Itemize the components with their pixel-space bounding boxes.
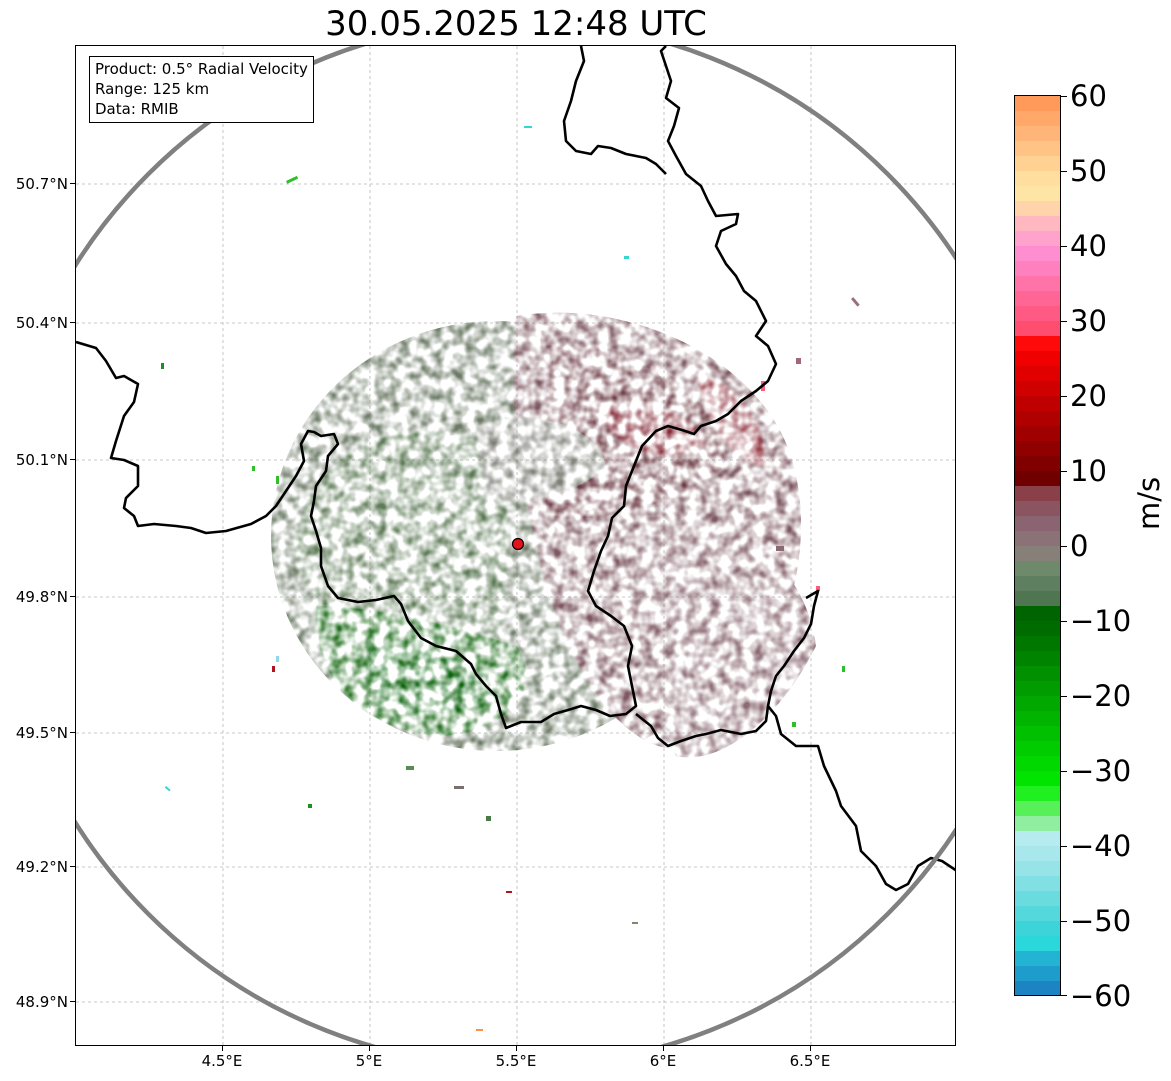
info-range: Range: 125 km <box>95 80 210 98</box>
x-tick-label: 5°E <box>355 1052 383 1070</box>
info-product: Product: 0.5° Radial Velocity <box>95 60 308 78</box>
y-tick-label: 50.1°N <box>15 451 68 469</box>
colorbar-tick-label: 20 <box>1070 379 1107 413</box>
radar-map: Product: 0.5° Radial Velocity Range: 125… <box>75 45 956 1046</box>
colorbar-tickmark <box>1061 96 1067 97</box>
colorbar-tickmark <box>1061 621 1067 622</box>
y-tickmark <box>70 459 75 460</box>
x-tick-label: 6°E <box>649 1052 677 1070</box>
colorbar-tick-label: 0 <box>1070 529 1089 563</box>
y-tickmark <box>70 183 75 184</box>
y-tickmark <box>70 322 75 323</box>
x-tick-label: 4.5°E <box>201 1052 243 1070</box>
colorbar-tick-label: −10 <box>1070 604 1132 638</box>
colorbar-tickmark <box>1061 171 1067 172</box>
y-tick-label: 49.5°N <box>15 724 68 742</box>
x-tick-label: 6.5°E <box>789 1052 831 1070</box>
colorbar-tick-label: −50 <box>1070 904 1132 938</box>
colorbar-tickmark <box>1061 995 1067 996</box>
colorbar-tickmark <box>1061 846 1067 847</box>
y-tick-label: 49.2°N <box>15 858 68 876</box>
y-tick-label: 48.9°N <box>15 993 68 1011</box>
colorbar-tick-label: −20 <box>1070 679 1132 713</box>
colorbar-tickmark <box>1061 321 1067 322</box>
y-tickmark <box>70 866 75 867</box>
x-tickmark <box>369 1046 370 1051</box>
colorbar-tick-label: −40 <box>1070 829 1132 863</box>
radar-map-canvas <box>76 46 955 1045</box>
x-tick-label: 5.5°E <box>495 1052 537 1070</box>
colorbar-tickmark <box>1061 771 1067 772</box>
y-tick-label: 50.7°N <box>15 175 68 193</box>
colorbar-label: m/s <box>1132 476 1166 530</box>
colorbar-tickmark <box>1061 471 1067 472</box>
map-title: 30.05.2025 12:48 UTC <box>325 4 707 44</box>
colorbar-tickmark <box>1061 546 1067 547</box>
y-tickmark <box>70 732 75 733</box>
colorbar-tick-label: 50 <box>1070 154 1107 188</box>
velocity-speckles <box>161 126 860 1031</box>
y-tickmark <box>70 1001 75 1002</box>
info-box: Product: 0.5° Radial Velocity Range: 125… <box>89 56 314 123</box>
colorbar-tick-label: 10 <box>1070 454 1107 488</box>
y-tick-label: 50.4°N <box>15 314 68 332</box>
velocity-echoes <box>271 312 816 758</box>
colorbar-tickmark <box>1061 396 1067 397</box>
colorbar-tick-label: 30 <box>1070 304 1107 338</box>
x-tickmark <box>222 1046 223 1051</box>
colorbar-tick-label: 60 <box>1070 79 1107 113</box>
colorbar-tickmark <box>1061 921 1067 922</box>
radar-site-marker <box>511 537 525 551</box>
x-tickmark <box>810 1046 811 1051</box>
x-tickmark <box>516 1046 517 1051</box>
info-source: Data: RMIB <box>95 100 179 118</box>
colorbar-tickmark <box>1061 246 1067 247</box>
y-tickmark <box>70 596 75 597</box>
y-tick-label: 49.8°N <box>15 588 68 606</box>
colorbar-tick-label: −30 <box>1070 754 1132 788</box>
x-tickmark <box>663 1046 664 1051</box>
velocity-colorbar <box>1014 95 1061 996</box>
colorbar-tickmark <box>1061 696 1067 697</box>
colorbar-tick-label: −60 <box>1070 979 1132 1013</box>
country-borders <box>76 46 955 892</box>
colorbar-tick-label: 40 <box>1070 229 1107 263</box>
